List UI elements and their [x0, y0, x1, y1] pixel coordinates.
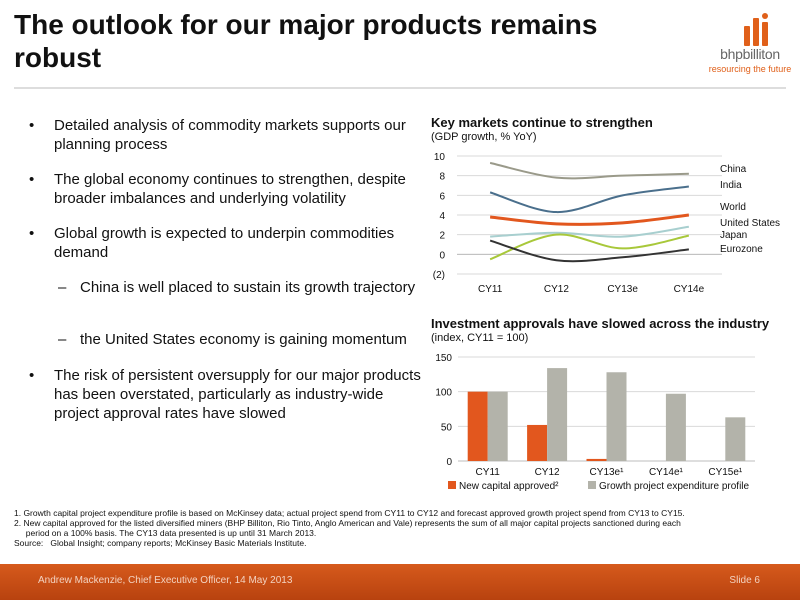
bar-new-capital [467, 391, 488, 461]
y-tick-label: (2) [433, 270, 445, 281]
series-line-united-states [490, 225, 690, 238]
line-chart: (2) 0 2 4 6 8 10 CY11 CY12 CY13e CY14e China India Wo… [433, 152, 780, 295]
bullet-text: Global growth is expected to underpin co… [54, 225, 395, 261]
series-label-china: China [720, 164, 747, 175]
bar-chart-subtitle: (index, CY11 = 100) [431, 332, 529, 344]
bullet-dot-icon: • [29, 171, 35, 188]
bullet-text: The risk of persistent oversupply for ou… [54, 367, 421, 422]
bar-growth-profile [487, 391, 508, 461]
series-line-japan [489, 233, 690, 261]
line-chart-subtitle: (GDP growth, % YoY) [431, 131, 537, 143]
legend-label: New capital approved² [459, 481, 559, 492]
y-tick-label: 150 [435, 353, 452, 364]
bar-growth-profile [606, 372, 627, 461]
logo-name: bhpbilliton [720, 46, 780, 62]
bullet-item: • Global growth is expected to underpin … [24, 224, 424, 262]
page-title: The outlook for our major products remai… [14, 9, 598, 73]
series-label-world: World [720, 202, 746, 213]
y-tick-label: 50 [441, 422, 453, 433]
bar-growth-profile [547, 368, 568, 461]
bar-growth-profile [665, 393, 686, 461]
y-tick-label: 6 [439, 191, 445, 202]
footnote: period on a 100% basis. The CY13 data pr… [14, 528, 317, 538]
series-line-china [489, 161, 689, 180]
x-tick-label: CY13e¹ [590, 467, 625, 478]
footer-bar [0, 564, 800, 600]
title-divider [14, 87, 786, 89]
bar-new-capital [586, 458, 607, 461]
series-label-united-states: United States [720, 218, 780, 229]
bullet-text: China is well placed to sustain its grow… [80, 279, 416, 296]
x-tick-label: CY12 [544, 284, 569, 295]
sub-bullet-item: – the United States economy is gaining m… [24, 330, 424, 349]
company-logo: bhpbilliton resourcing the future [704, 12, 794, 82]
footer-presenter: Andrew Mackenzie, Chief Executive Office… [38, 575, 293, 586]
logo-tagline: resourcing the future [708, 64, 792, 74]
bar-growth-profile [725, 417, 746, 461]
slide-number: Slide 6 [729, 575, 760, 586]
x-tick-label: CY12 [535, 467, 560, 478]
y-tick-label: 10 [434, 152, 446, 163]
x-tick-label: CY14e¹ [649, 467, 684, 478]
y-tick-label: 4 [439, 211, 445, 222]
bar-chart: 0 50 100 150 CY11 CY12 CY13e¹ CY14e¹ CY15e¹ New c… [435, 353, 755, 492]
bullet-dot-icon: • [29, 367, 35, 384]
logo-mark-icon [744, 13, 768, 46]
sub-bullet-item: – China is well placed to sustain its gr… [24, 278, 424, 297]
line-chart-title: Key markets continue to strengthen [431, 115, 653, 130]
bullet-dot-icon: • [29, 225, 35, 242]
footnote: 1. Growth capital project expenditure pr… [14, 508, 685, 518]
bullet-text: The global economy continues to strength… [54, 171, 406, 207]
x-tick-label: CY11 [476, 467, 501, 478]
y-tick-label: 0 [446, 457, 452, 468]
series-line-india [489, 185, 690, 214]
x-tick-label: CY11 [478, 284, 503, 295]
x-tick-label: CY13e [607, 284, 638, 295]
legend-swatch [448, 481, 456, 489]
bar-chart-title: Investment approvals have slowed across … [431, 316, 770, 331]
x-tick-label: CY15e¹ [708, 467, 743, 478]
series-line-world [489, 213, 690, 226]
y-tick-label: 100 [435, 388, 452, 399]
dash-icon: – [58, 331, 67, 348]
bullet-item: • The risk of persistent oversupply for … [24, 366, 424, 423]
bullet-item: • The global economy continues to streng… [24, 170, 424, 208]
x-tick-label: CY14e [674, 284, 705, 295]
series-label-india: India [720, 180, 742, 191]
y-tick-label: 2 [439, 231, 445, 242]
bullet-text: Detailed analysis of commodity markets s… [54, 117, 406, 153]
y-tick-label: 0 [439, 250, 445, 261]
footnotes: 1. Growth capital project expenditure pr… [14, 508, 794, 548]
bullet-dot-icon: • [29, 117, 35, 134]
y-tick-label: 8 [439, 172, 445, 183]
series-label-japan: Japan [720, 230, 747, 241]
series-label-eurozone: Eurozone [720, 244, 763, 255]
series-line-eurozone [489, 239, 689, 263]
dash-icon: – [58, 279, 67, 296]
bullet-item: • Detailed analysis of commodity markets… [24, 116, 424, 154]
legend-label: Growth project expenditure profile [599, 481, 750, 492]
bar-new-capital [527, 424, 548, 461]
legend-swatch [588, 481, 596, 489]
footnote: 2. New capital approved for the listed d… [14, 518, 681, 528]
footnote-source: Source: Global Insight; company reports;… [14, 538, 307, 548]
bullet-text: the United States economy is gaining mom… [80, 331, 407, 348]
